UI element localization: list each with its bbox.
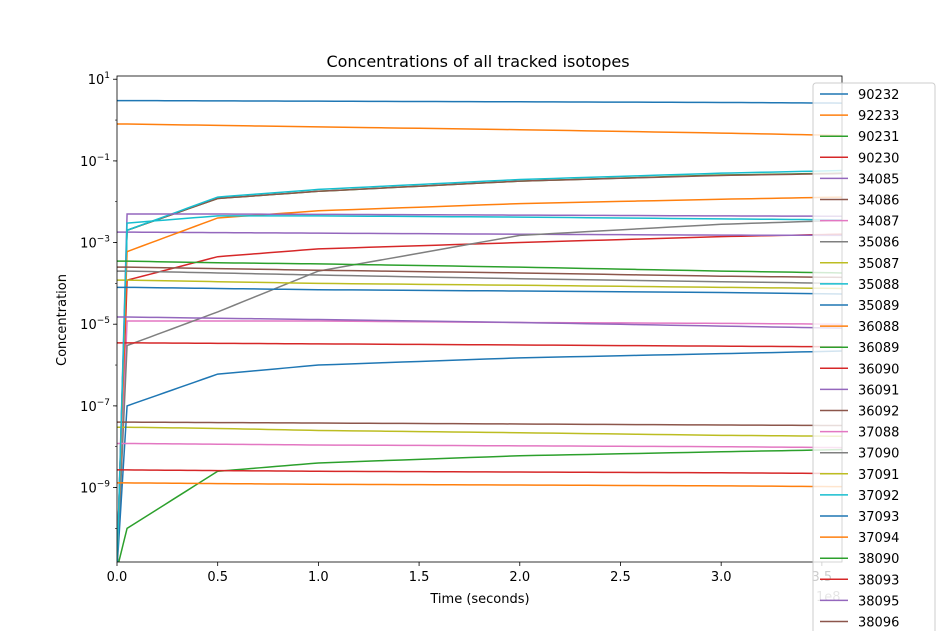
series-line-38090 bbox=[117, 260, 842, 274]
legend-label: 37088 bbox=[858, 426, 899, 441]
series-line-37091 bbox=[117, 279, 842, 290]
y-tick-label: 10−5 bbox=[80, 316, 110, 333]
legend: 90232 92233 90231 90230 34085 34086 34087 35086… bbox=[812, 82, 936, 631]
series-line-34087 bbox=[117, 320, 842, 562]
x-axis-title: Time (seconds) bbox=[429, 592, 529, 607]
legend-label: 36088 bbox=[858, 320, 899, 335]
legend-label: 92233 bbox=[858, 109, 899, 124]
series-line-36090 bbox=[117, 342, 842, 348]
x-tick-label: 2.0 bbox=[509, 570, 530, 585]
legend-label: 38095 bbox=[858, 594, 899, 609]
legend-label: 90231 bbox=[858, 130, 899, 145]
x-tick-label: 2.5 bbox=[610, 570, 631, 585]
series-line-38096 bbox=[117, 266, 842, 279]
series-line-38095 bbox=[117, 316, 842, 329]
legend-label: 34085 bbox=[858, 172, 899, 187]
series-line-37092 bbox=[117, 215, 842, 562]
legend-label: 34087 bbox=[858, 215, 899, 230]
series-line-38093 bbox=[117, 469, 842, 475]
legend-label: 36092 bbox=[858, 405, 899, 420]
y-axis-title: Concentration bbox=[55, 274, 70, 366]
legend-label: 90232 bbox=[858, 88, 899, 103]
legend-label: 36091 bbox=[858, 383, 899, 398]
y-tick-label: 101 bbox=[88, 71, 110, 88]
x-tick-label: 3.0 bbox=[711, 570, 732, 585]
series-line-35089 bbox=[117, 350, 842, 562]
series-line-37094 bbox=[117, 482, 842, 488]
legend-label: 35086 bbox=[858, 236, 899, 251]
series-line-36091 bbox=[117, 213, 842, 562]
legend-label: 37090 bbox=[858, 447, 899, 462]
series-line-36089 bbox=[118, 448, 842, 562]
y-tick-label: 10−9 bbox=[80, 480, 110, 497]
x-tick-label: 0.0 bbox=[107, 570, 128, 585]
legend-label: 35088 bbox=[858, 278, 899, 293]
legend-label: 37092 bbox=[858, 489, 899, 504]
series-line-37090 bbox=[117, 270, 842, 285]
x-tick-label: 0.5 bbox=[207, 570, 228, 585]
series-line-35088 bbox=[117, 169, 842, 562]
series-line-92233 bbox=[117, 123, 842, 137]
series-line-35086 bbox=[117, 219, 842, 562]
legend-label: 37091 bbox=[858, 468, 899, 483]
x-tick-label: 1.0 bbox=[308, 570, 329, 585]
legend-label: 38090 bbox=[858, 552, 899, 567]
legend-label: 37094 bbox=[858, 531, 899, 546]
series-line-90232 bbox=[117, 99, 842, 104]
legend-label: 35087 bbox=[858, 257, 899, 272]
series-line-36088 bbox=[117, 196, 842, 562]
x-tick-label: 1.5 bbox=[409, 570, 430, 585]
y-tick-label: 10−1 bbox=[80, 153, 110, 170]
legend-label: 38096 bbox=[858, 616, 899, 631]
series-line-35087 bbox=[117, 426, 842, 438]
legend-label: 36090 bbox=[858, 362, 899, 377]
y-tick-label: 10−7 bbox=[80, 398, 110, 415]
legend-label: 36089 bbox=[858, 341, 899, 356]
legend-label: 35089 bbox=[858, 299, 899, 314]
series-line-37088 bbox=[117, 442, 842, 449]
series-line-34085 bbox=[117, 231, 842, 237]
chart-title: Concentrations of all tracked isotopes bbox=[326, 52, 629, 71]
legend-label: 38093 bbox=[858, 573, 899, 588]
y-tick-label: 10−3 bbox=[80, 235, 110, 252]
legend-label: 37093 bbox=[858, 510, 899, 525]
series-line-36092 bbox=[117, 421, 842, 427]
series-line-37093 bbox=[117, 286, 842, 295]
legend-label: 34086 bbox=[858, 194, 899, 209]
legend-label: 90230 bbox=[858, 151, 899, 166]
